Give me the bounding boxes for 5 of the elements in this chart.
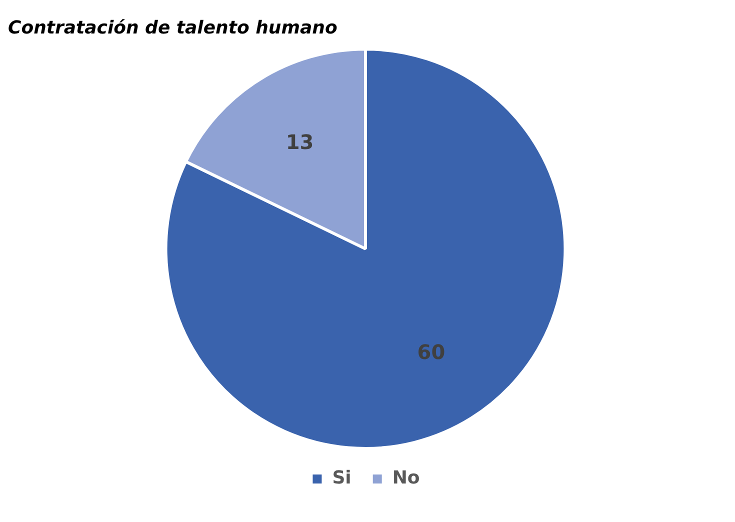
chart-title: Contratación de talento humano	[8, 17, 338, 38]
data-label: 13	[286, 130, 314, 154]
legend-label: No	[392, 468, 420, 489]
data-label: 60	[417, 340, 446, 364]
legend-label: Si	[332, 468, 352, 489]
